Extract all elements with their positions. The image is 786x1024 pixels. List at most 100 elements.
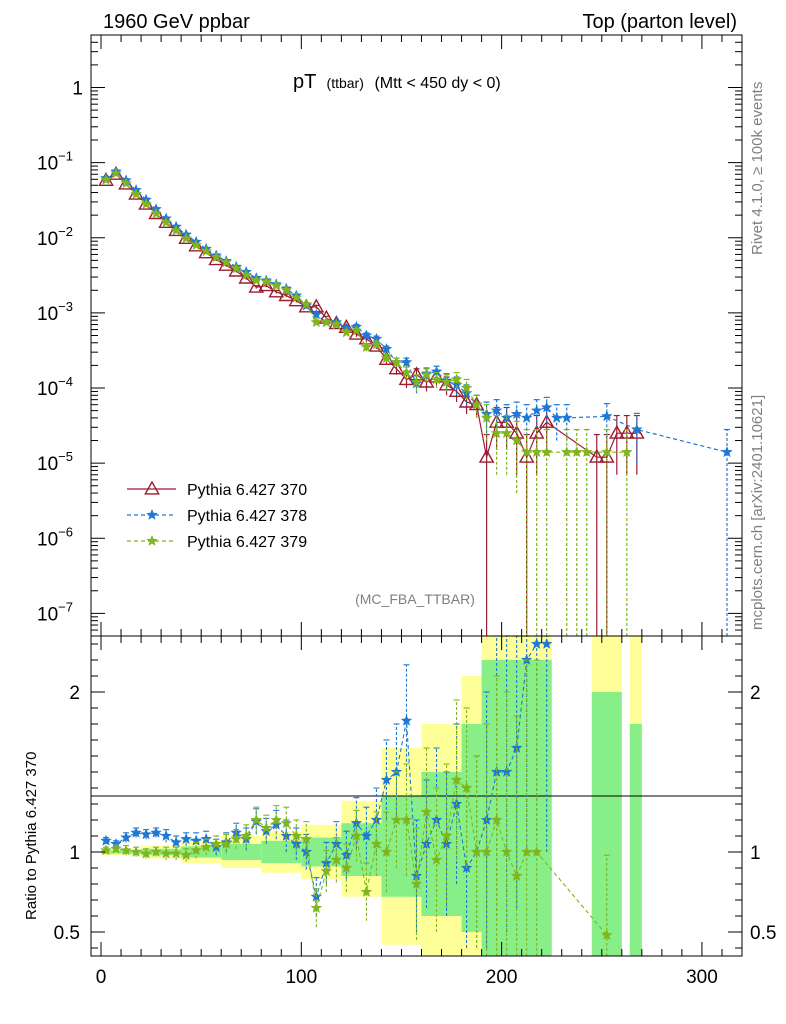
- series-pythia-6.427-379: [100, 167, 633, 636]
- ratio-data-point: [470, 845, 483, 857]
- main-ytick-label: 10−6: [37, 524, 73, 550]
- legend-marker: [146, 508, 158, 520]
- main-ytick-label-exponent: −3: [58, 299, 73, 314]
- rivet-version-label: Rivet 4.1.0, ≥ 100k events: [749, 82, 766, 255]
- ratio-data-point: [230, 832, 243, 845]
- series-line: [105, 170, 728, 453]
- data-point: [120, 177, 132, 189]
- ratio-data-point: [370, 837, 383, 849]
- ratio-data-point: [310, 901, 323, 913]
- ratio-data-point: [120, 831, 132, 843]
- data-point: [510, 434, 523, 446]
- ratio-data-point: [150, 826, 162, 838]
- data-point: [440, 375, 453, 388]
- band-inner: [591, 692, 622, 956]
- ratio-data-point: [180, 848, 193, 861]
- ratio-ytick-label: 2: [69, 683, 80, 704]
- main-ytick-label: 10−5: [37, 449, 73, 475]
- data-point: [390, 356, 403, 368]
- ratio-data-point: [410, 877, 423, 889]
- plot-title-cuts: (Mtt < 450 dy < 0): [374, 75, 500, 92]
- main-axis-ticks: 110−110−210−310−410−510−610−7: [37, 34, 743, 637]
- data-point: [378, 350, 395, 365]
- data-point: [360, 329, 373, 341]
- legend: Pythia 6.427 370 Pythia 6.427 378 Pythia 6…: [127, 480, 307, 551]
- ratio-series-line: [105, 778, 608, 936]
- data-point: [200, 245, 213, 257]
- ratio-ytick-label: 1: [69, 843, 80, 864]
- band-inner: [181, 846, 222, 858]
- data-point: [560, 411, 573, 423]
- data-point: [400, 356, 413, 368]
- ratio-data-point: [200, 840, 213, 853]
- xtick-label: 300: [686, 967, 718, 988]
- main-ytick-label: 1: [72, 79, 83, 100]
- ratio-data-point: [130, 845, 142, 857]
- data-point: [100, 173, 112, 185]
- data-point: [500, 426, 513, 439]
- data-point: [560, 445, 573, 458]
- data-point: [450, 373, 463, 385]
- data-point: [218, 256, 235, 271]
- ratio-data-point: [170, 847, 183, 859]
- ratio-data-point: [140, 828, 152, 840]
- data-point: [248, 278, 265, 293]
- main-ytick-label-exponent: −5: [58, 449, 73, 464]
- data-point: [360, 340, 373, 353]
- data-point: [420, 368, 433, 380]
- xtick-label: 0: [96, 967, 107, 988]
- data-point: [290, 291, 303, 303]
- ratio-data-point: [160, 847, 172, 859]
- data-point: [320, 316, 333, 328]
- main-ytick-label: 10−2: [37, 224, 73, 250]
- main-ytick-label: 10−7: [37, 599, 73, 625]
- ratio-ytick-label: 0.5: [54, 923, 80, 944]
- ratio-data-point: [450, 773, 463, 785]
- main-ytick-label-exponent: −1: [58, 149, 73, 164]
- data-point: [630, 423, 643, 435]
- ratio-data-point: [530, 845, 543, 857]
- data-point: [388, 360, 405, 375]
- data-point: [180, 232, 193, 244]
- data-point: [600, 446, 613, 458]
- ratio-data-point: [120, 844, 132, 856]
- ratio-data-point: [260, 821, 273, 833]
- ratio-data-point: [390, 813, 403, 825]
- ratio-data-point: [500, 845, 513, 857]
- ratio-data-point: [360, 885, 373, 897]
- main-series-layer: [98, 165, 733, 636]
- data-point: [510, 407, 523, 420]
- main-ytick-label-base: 10: [37, 454, 58, 475]
- data-point: [238, 269, 255, 284]
- ratio-series-layer: [100, 635, 613, 956]
- ratio-data-point: [600, 929, 613, 941]
- legend-label: Pythia 6.427 370: [187, 482, 307, 499]
- ratio-ytick-label-right: 1: [750, 843, 761, 864]
- main-ytick-label: 10−4: [37, 374, 73, 400]
- data-point: [140, 197, 152, 210]
- series-pythia-6.427-370: [98, 165, 645, 636]
- main-plot-panel: 110−110−210−310−410−510−610−7 pT (ttbar)…: [37, 34, 743, 637]
- main-ytick-label-base: 10: [37, 529, 58, 550]
- ratio-data-point: [170, 836, 183, 848]
- xtick-label: 100: [285, 967, 317, 988]
- data-point: [721, 445, 733, 458]
- ratio-data-point: [330, 853, 343, 865]
- data-point: [348, 325, 365, 340]
- data-point: [620, 445, 633, 458]
- data-point: [530, 404, 543, 416]
- analysis-watermark: (MC_FBA_TTBAR): [355, 591, 475, 607]
- main-ytick-label-base: 10: [37, 604, 58, 625]
- main-ytick-label-exponent: −6: [58, 524, 73, 539]
- legend-label: Pythia 6.427 379: [187, 534, 307, 551]
- ratio-plot-panel: 0.5 0.5 1 1 2 2 0 100 200 300 Ratio to Pythia 6.4…: [23, 635, 776, 988]
- data-point: [160, 216, 172, 228]
- data-point: [410, 375, 423, 388]
- ratio-data-point: [290, 829, 303, 841]
- data-point: [240, 268, 253, 280]
- ratio-ylabel: Ratio to Pythia 6.427 370: [23, 752, 40, 920]
- data-point: [280, 284, 293, 296]
- data-point: [570, 445, 583, 458]
- ratio-data-point: [220, 837, 233, 849]
